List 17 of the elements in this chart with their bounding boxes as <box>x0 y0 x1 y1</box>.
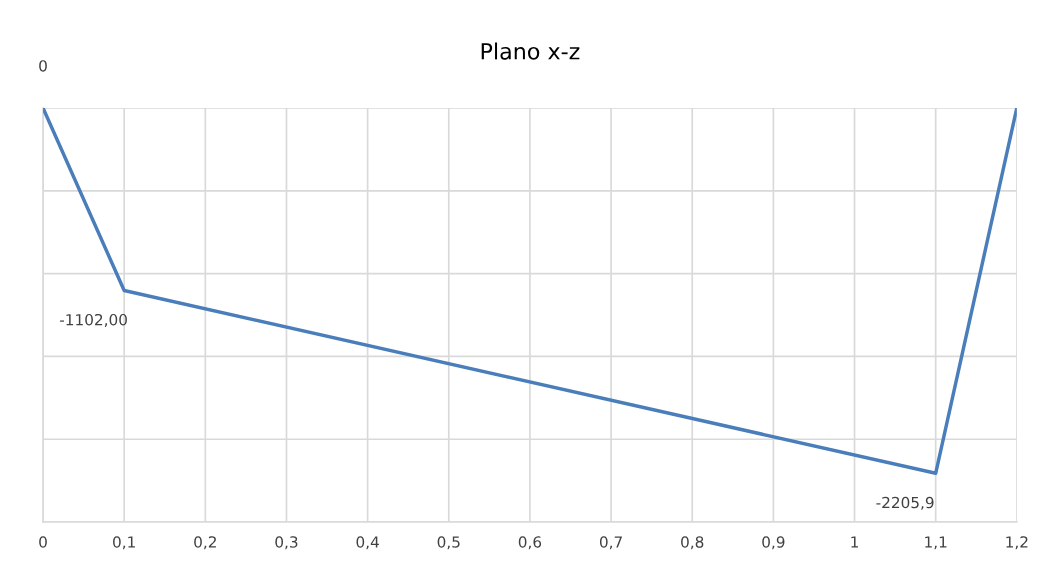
data-label: -1102,00 <box>60 313 127 328</box>
x-tick-label: 0 <box>39 536 47 548</box>
x-tick-label: 0,7 <box>599 536 622 550</box>
x-tick-label: 1 <box>851 536 858 548</box>
x-tick-label: 0,6 <box>518 536 542 550</box>
x-tick-label: 1,2 <box>1006 536 1028 550</box>
chart-title: Plano x-z <box>481 42 580 60</box>
x-tick-label: 0,8 <box>681 536 704 550</box>
x-tick-label: 0,2 <box>194 536 216 550</box>
x-tick-label: 0,4 <box>356 536 379 550</box>
x-tick-label: 1,1 <box>925 536 947 550</box>
data-label: 0 <box>39 60 47 72</box>
data-label: -2205,9 <box>876 496 934 510</box>
x-tick-label: 0,1 <box>113 536 135 550</box>
x-tick-label: 0,3 <box>275 536 298 550</box>
x-tick-label: 0,5 <box>437 536 460 550</box>
x-tick-label: 0,9 <box>762 536 785 550</box>
